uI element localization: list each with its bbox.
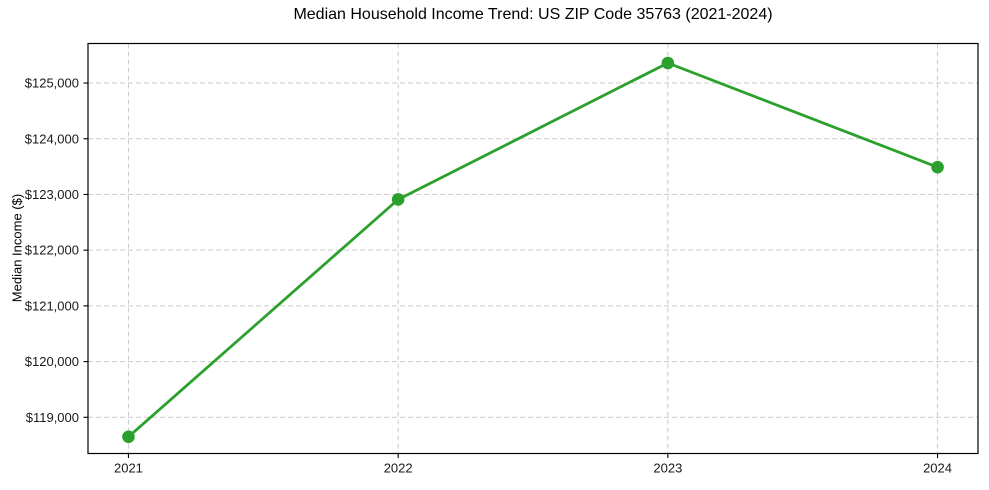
x-tick-label: 2024 (923, 461, 952, 476)
y-tick-label: $124,000 (25, 131, 79, 146)
y-tick-label: $120,000 (25, 354, 79, 369)
data-point-2023 (661, 56, 675, 70)
y-tick-label: $122,000 (25, 243, 79, 258)
y-tick-label: $121,000 (25, 298, 79, 313)
x-tick-label: 2023 (653, 461, 682, 476)
y-tick-label: $125,000 (25, 76, 79, 91)
y-tick-label: $123,000 (25, 187, 79, 202)
x-tick-label: 2021 (114, 461, 143, 476)
chart-title: Median Household Income Trend: US ZIP Co… (293, 6, 773, 23)
trend-line (127, 61, 939, 439)
data-point-2024 (931, 160, 944, 174)
plot-border (87, 42, 979, 455)
x-tick-label: 2022 (384, 461, 413, 476)
data-point-2021 (122, 430, 135, 444)
data-point-2022 (391, 193, 405, 206)
y-tick-label: $119,000 (26, 410, 79, 425)
